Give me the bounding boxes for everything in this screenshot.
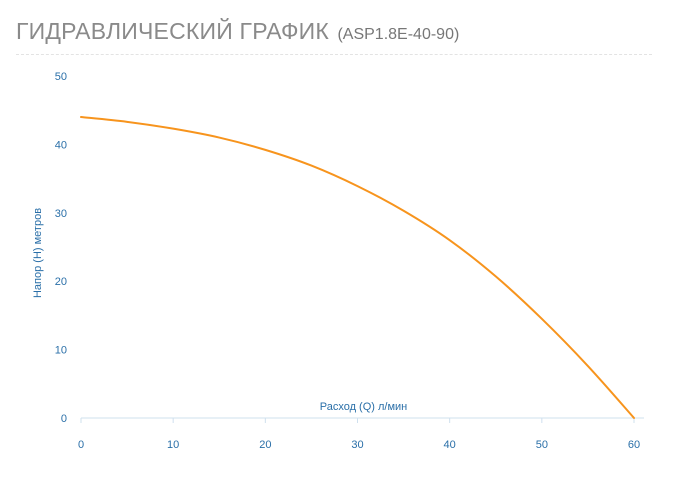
y-tick-label: 30 — [55, 208, 67, 220]
pump-model: (ASP1.8E-40-90) — [337, 26, 460, 43]
y-tick-label: 20 — [55, 276, 67, 288]
x-tick-label: 30 — [351, 439, 363, 451]
series-line — [80, 116, 635, 419]
x-tick-label: 10 — [167, 439, 179, 451]
y-tick-label: 40 — [55, 139, 67, 151]
chart-title: ГИДРАВЛИЧЕСКИЙ ГРАФИК — [16, 18, 329, 44]
x-tick-label: 50 — [536, 439, 548, 451]
y-axis-label: Напор (H) метров — [32, 208, 44, 298]
header-divider — [16, 54, 652, 55]
series-group — [80, 116, 635, 419]
x-tick-label: 60 — [628, 439, 640, 451]
y-tick-label: 50 — [55, 71, 67, 83]
x-axis-ticks: 0 10 20 30 40 50 60 — [78, 418, 640, 451]
x-tick-label: 20 — [259, 439, 271, 451]
y-tick-label: 0 — [61, 413, 67, 425]
y-axis-ticks: 0 10 20 30 40 50 — [55, 71, 67, 425]
chart-header: ГИДРАВЛИЧЕСКИЙ ГРАФИК (ASP1.8E-40-90) — [16, 18, 459, 45]
y-tick-label: 10 — [55, 345, 67, 357]
x-tick-label: 40 — [444, 439, 456, 451]
x-axis-label: Расход (Q) л/мин — [320, 401, 408, 413]
x-tick-label: 0 — [78, 439, 84, 451]
